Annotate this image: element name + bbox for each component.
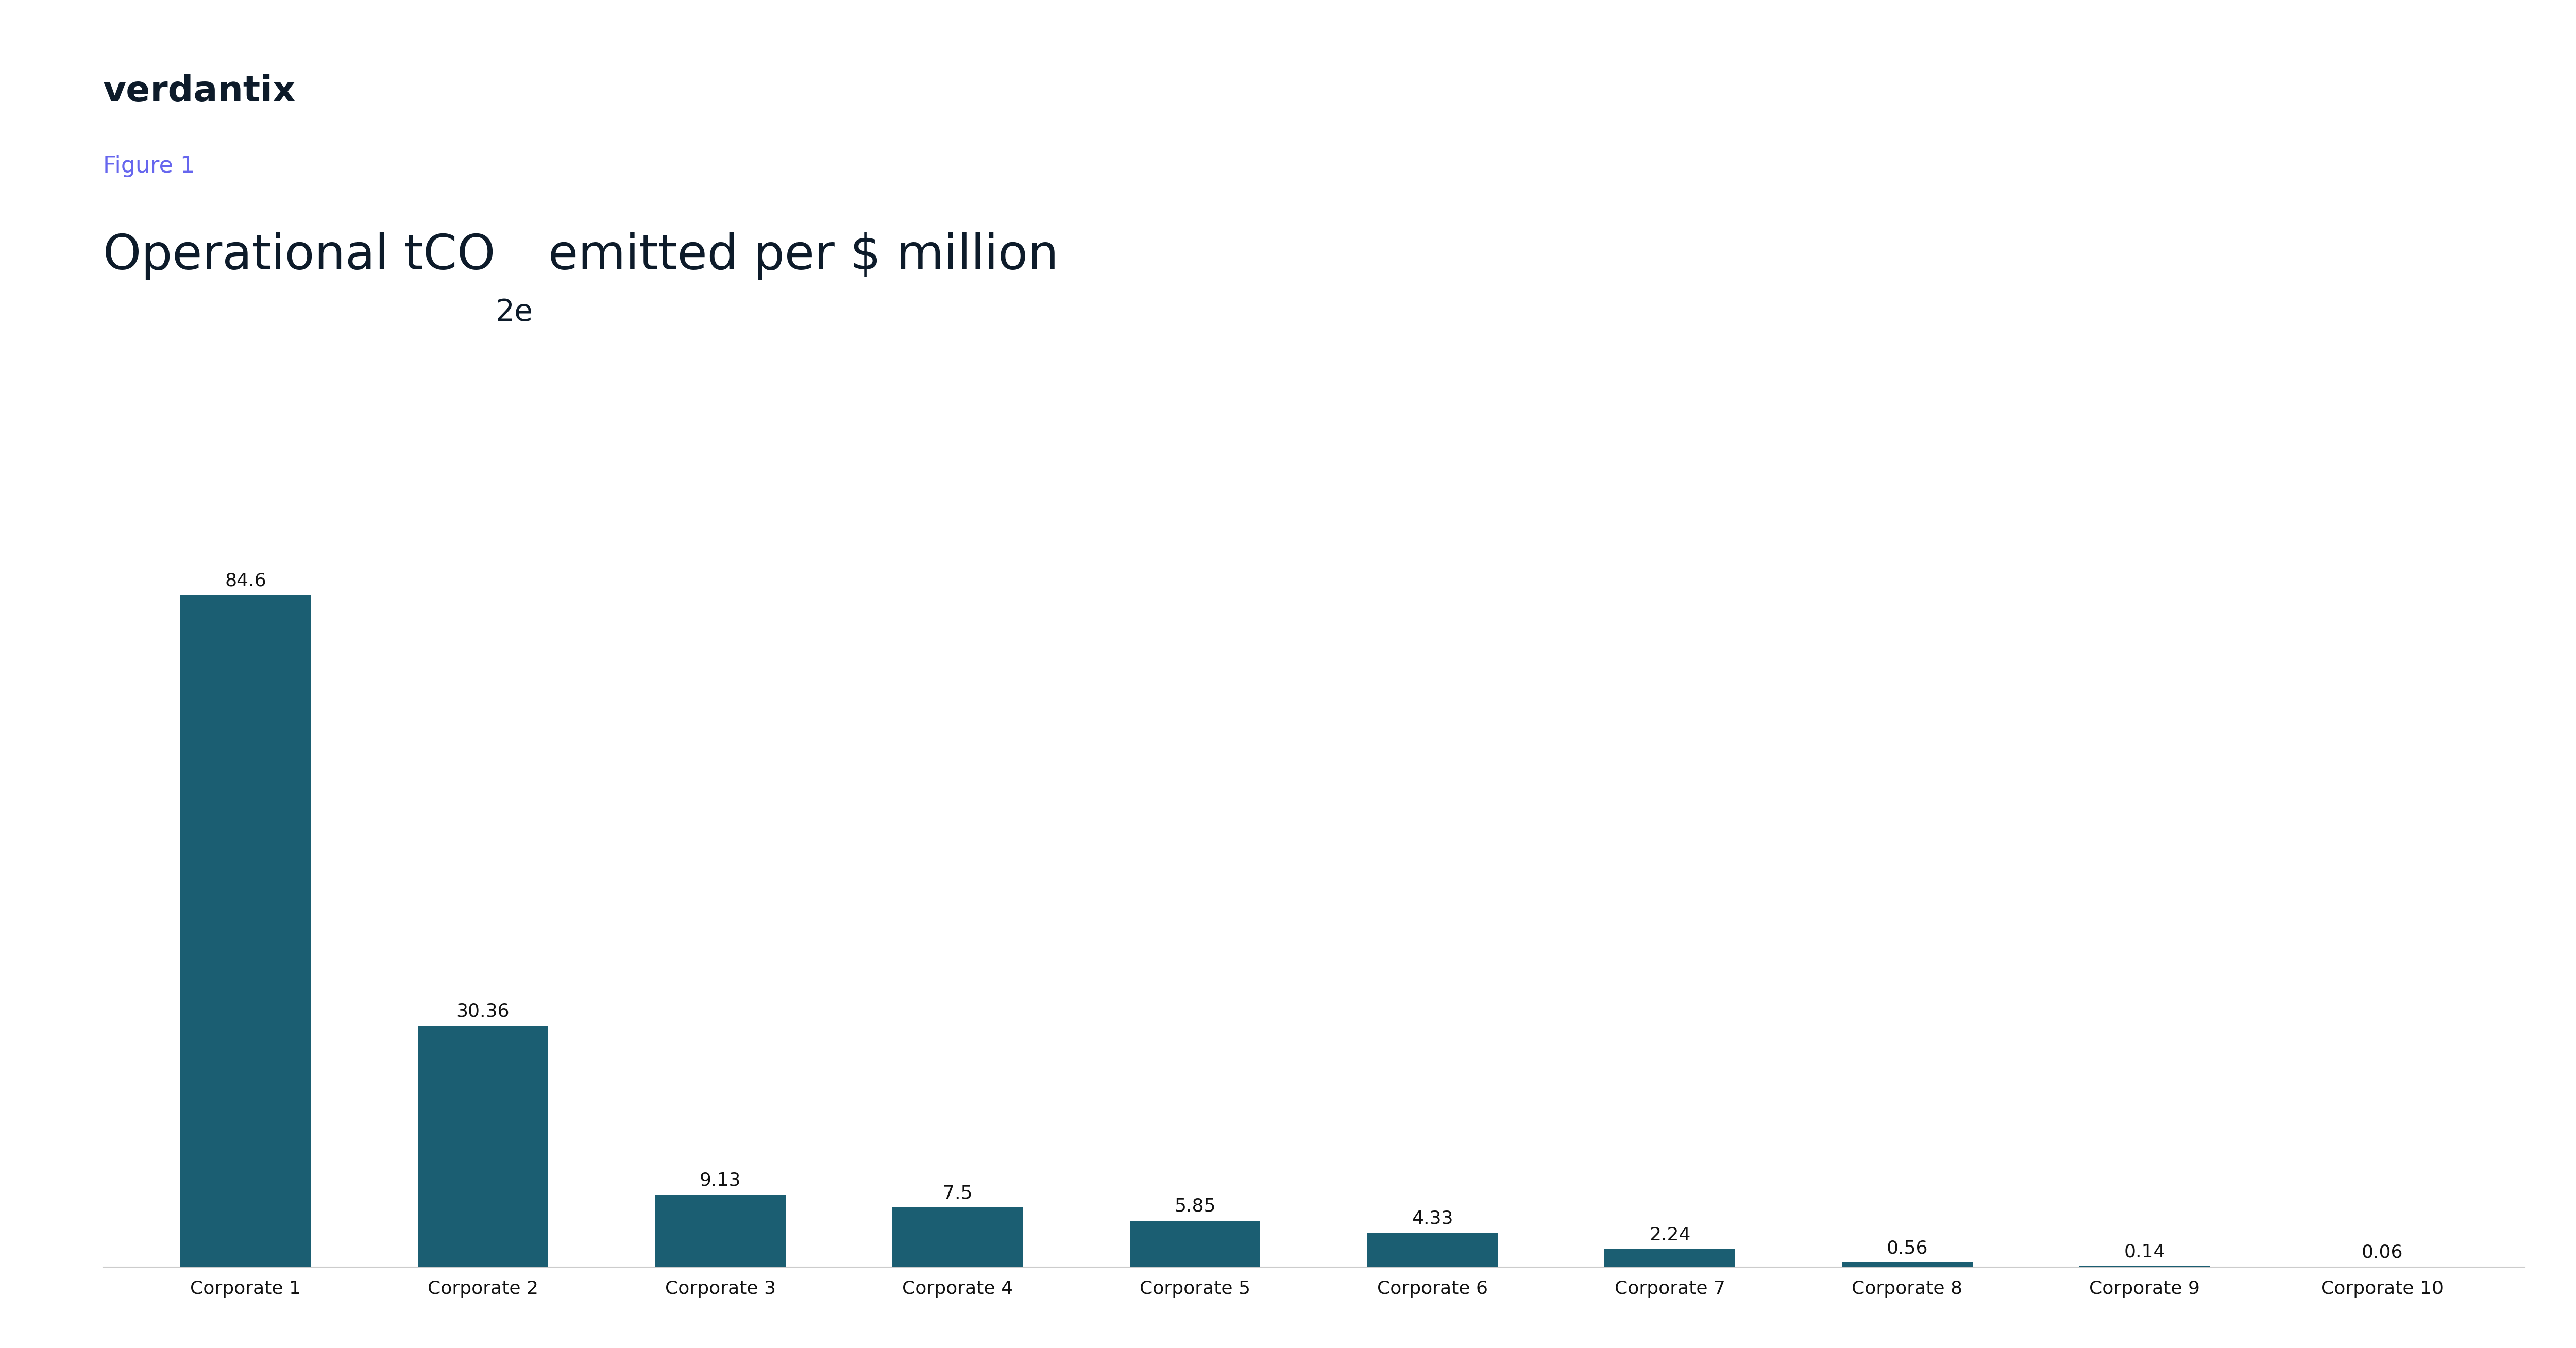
Text: 0.06: 0.06: [2362, 1244, 2403, 1262]
Text: 2.24: 2.24: [1649, 1227, 1690, 1244]
Text: emitted per $ million: emitted per $ million: [533, 232, 1059, 280]
Text: 4.33: 4.33: [1412, 1209, 1453, 1227]
Text: 84.6: 84.6: [224, 572, 265, 589]
Text: 0.56: 0.56: [1886, 1240, 1927, 1258]
Bar: [1131, 1221, 1260, 1267]
Text: 5.85: 5.85: [1175, 1197, 1216, 1215]
Text: 30.36: 30.36: [456, 1003, 510, 1020]
Text: 9.13: 9.13: [701, 1171, 742, 1189]
Bar: [654, 1194, 786, 1267]
Text: 7.5: 7.5: [943, 1185, 974, 1202]
Bar: [1605, 1250, 1736, 1267]
Bar: [891, 1208, 1023, 1267]
Text: verdantix: verdantix: [103, 74, 296, 109]
Text: 0.14: 0.14: [2123, 1243, 2166, 1260]
Text: Operational tCO: Operational tCO: [103, 232, 495, 280]
Bar: [180, 594, 312, 1267]
Bar: [1368, 1232, 1497, 1267]
Bar: [417, 1026, 549, 1267]
Bar: [1842, 1263, 1973, 1267]
Text: 2e: 2e: [495, 298, 533, 328]
Text: Figure 1: Figure 1: [103, 155, 196, 177]
